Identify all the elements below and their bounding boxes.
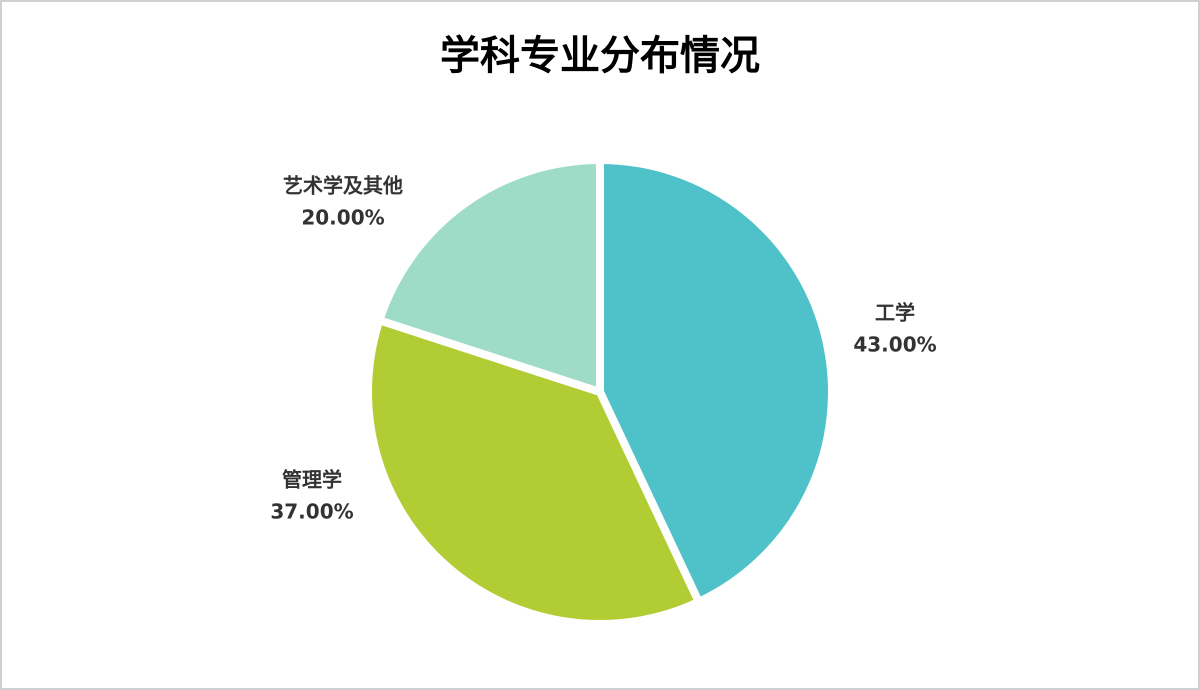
slice-value-label: 43.00% [853,333,936,357]
pie-slice [596,156,836,606]
slice-value-label: 20.00% [301,206,384,230]
slice-category-label: 艺术学及其他 [283,174,403,198]
slice-category-label: 管理学 [282,468,342,492]
pie-slice [375,156,604,396]
slice-category-label: 工学 [875,301,915,325]
slice-value-label: 37.00% [270,500,353,524]
chart-title: 学科专业分布情况 [440,33,760,79]
pie-slice [364,316,703,628]
